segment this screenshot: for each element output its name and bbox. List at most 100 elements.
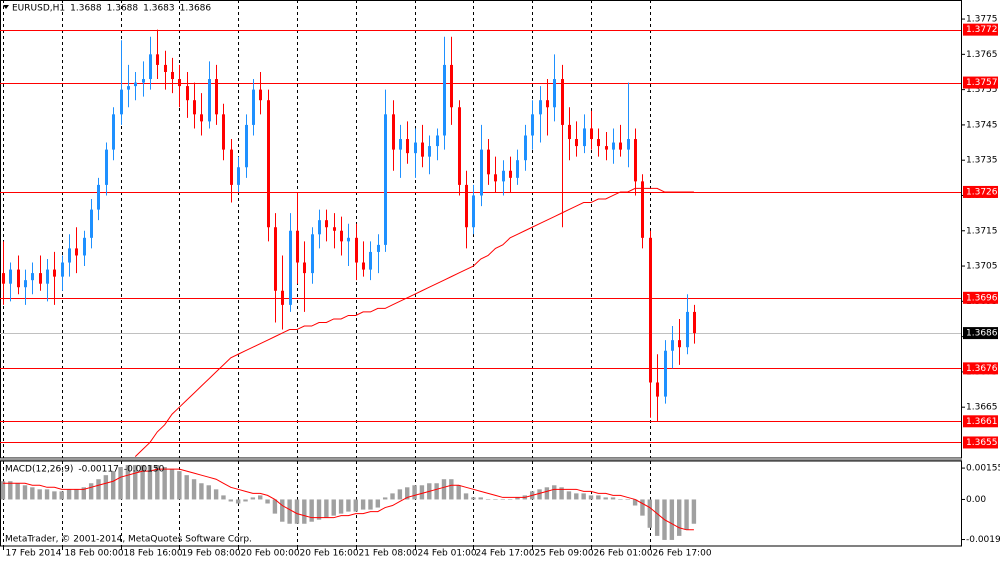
- macd-bar: [140, 465, 145, 500]
- level-label-bg: [963, 291, 998, 304]
- candle-body: [369, 251, 372, 270]
- candle-body: [524, 135, 527, 161]
- macd-bar: [405, 487, 410, 500]
- y-tick-label: 1.3705: [966, 262, 998, 272]
- macd-bar: [632, 499, 638, 506]
- y-tick-label: 1.3745: [966, 120, 998, 130]
- candle-body: [164, 64, 167, 72]
- macd-bar: [552, 485, 557, 500]
- candle-body: [120, 89, 123, 115]
- candle-body: [105, 149, 108, 185]
- macd-signal: [2, 468, 694, 531]
- candle-body: [561, 79, 564, 125]
- candle-body: [200, 114, 203, 122]
- macd-bar: [463, 493, 469, 500]
- current-price-label: 1.3686: [966, 329, 998, 339]
- macd-bar: [537, 489, 542, 500]
- candle-body: [605, 146, 608, 150]
- macd-bar: [507, 499, 513, 500]
- candle-body: [97, 184, 100, 210]
- macd-bar: [88, 483, 94, 500]
- macd-bar: [110, 471, 116, 500]
- level-label: 1.3661: [966, 417, 998, 427]
- candle-body: [671, 340, 674, 351]
- macd-bar: [280, 499, 285, 522]
- candle-body: [237, 167, 240, 185]
- macd-bar: [191, 479, 197, 500]
- macd-bar: [684, 499, 689, 530]
- symbol-menu-arrow: [3, 5, 9, 9]
- candle-body: [678, 340, 681, 348]
- candle-body: [377, 244, 380, 252]
- candle-body: [406, 139, 409, 154]
- level-label: 1.3726: [966, 187, 998, 197]
- level-label: 1.3757: [966, 78, 998, 88]
- candle-body: [553, 79, 556, 108]
- candle-body: [193, 100, 196, 115]
- candle-body: [245, 124, 248, 168]
- level-label: 1.3676: [966, 364, 998, 374]
- macd-bar: [8, 481, 13, 500]
- candle-body: [421, 142, 424, 157]
- macd-bar: [309, 499, 314, 522]
- candle-body: [274, 227, 277, 291]
- candle-body: [472, 195, 475, 228]
- y-tick-label: 0.00: [966, 495, 986, 505]
- candle-body: [649, 237, 652, 383]
- level-label: 1.3696: [966, 293, 998, 303]
- macd-bar: [184, 475, 189, 500]
- macd-header-text: -0.00150: [124, 465, 165, 475]
- candle-body: [149, 54, 152, 80]
- candle-body: [325, 220, 328, 228]
- candle-body: [539, 100, 542, 115]
- candle-body: [75, 248, 78, 256]
- macd-bar: [22, 485, 28, 500]
- candle-body: [612, 142, 615, 150]
- moving-average: [134, 187, 694, 457]
- y-tick-label: 0.00155: [966, 464, 1000, 474]
- macd-bar: [265, 499, 270, 504]
- macd-bar: [15, 483, 20, 500]
- candle-body: [656, 382, 659, 397]
- y-tick-label: 1.3715: [966, 226, 998, 236]
- candle-body: [303, 262, 306, 274]
- macd-bar: [500, 499, 505, 500]
- macd-bar: [640, 499, 645, 516]
- candle-body: [289, 230, 292, 305]
- level-label-bg: [963, 23, 998, 36]
- y-tick-label: 1.3735: [966, 156, 998, 166]
- candle-body: [311, 234, 314, 274]
- candle-body: [68, 248, 71, 263]
- macd-bar: [125, 465, 131, 500]
- macd-bar: [596, 495, 601, 500]
- macd-bar: [397, 489, 403, 500]
- candle-body: [46, 269, 49, 284]
- candle-body: [267, 100, 270, 228]
- macd-bar: [74, 489, 79, 500]
- level-label-bg: [963, 415, 998, 428]
- y-tick-label: 1.3765: [966, 50, 998, 60]
- candle-body: [634, 139, 637, 182]
- macd-bar: [103, 475, 109, 500]
- macd-bar: [169, 469, 175, 500]
- candle-body: [215, 79, 218, 115]
- macd-bar: [515, 497, 520, 500]
- x-tick-label: 25 Feb 09:00: [535, 549, 594, 559]
- candle-body: [178, 79, 181, 87]
- x-tick-label: 18 Feb 00:00: [65, 549, 124, 559]
- macd-bar: [456, 485, 461, 500]
- macd-header-text: MACD(12,26,9): [5, 465, 73, 475]
- candle-body: [531, 114, 534, 136]
- candle-body: [414, 142, 417, 154]
- candle-body: [487, 149, 490, 175]
- candle-body: [450, 64, 453, 108]
- x-tick-label: 24 Feb 17:00: [476, 549, 535, 559]
- macd-bar: [59, 491, 64, 500]
- candle-body: [575, 139, 578, 147]
- macd-bar: [478, 497, 483, 500]
- candle-body: [480, 149, 483, 196]
- macd-bar: [44, 489, 50, 500]
- macd-bar: [625, 499, 630, 500]
- macd-bar: [412, 485, 417, 500]
